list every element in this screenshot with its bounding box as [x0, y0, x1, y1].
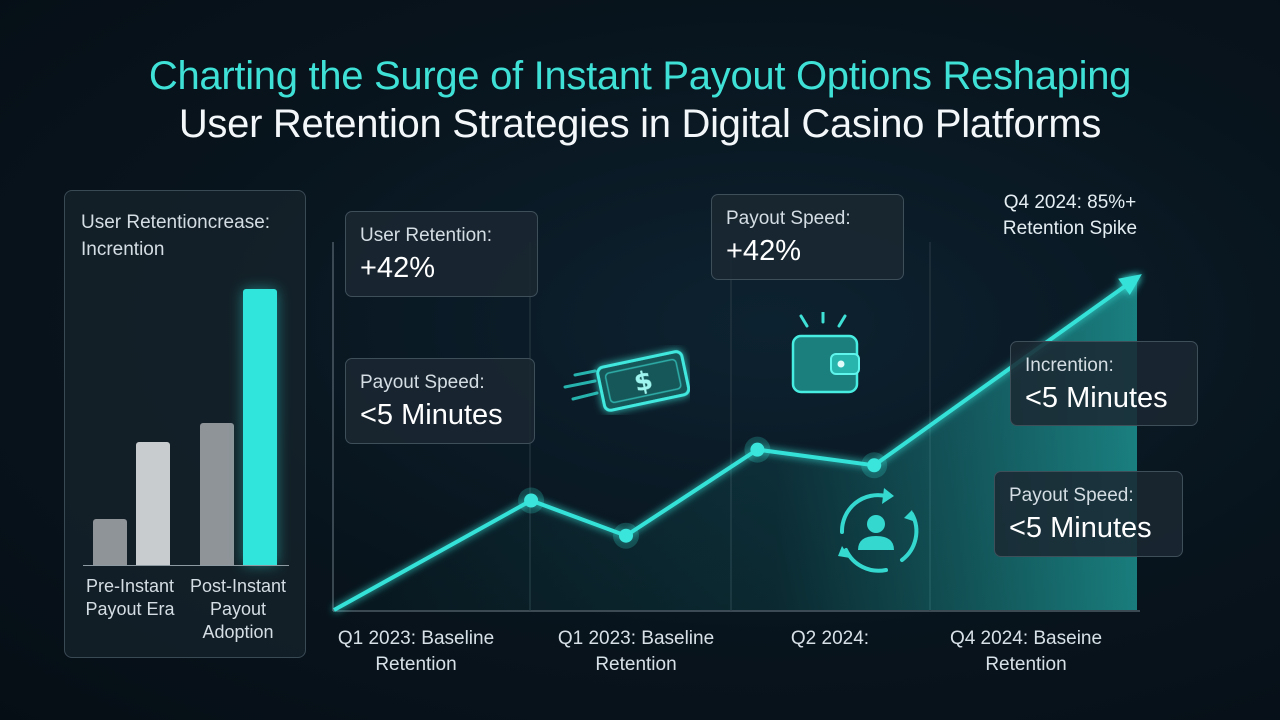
data-point-3 — [750, 442, 765, 457]
callout-payout-speed-1: Payout Speed: <5 Minutes — [345, 358, 535, 444]
bar-2-1 — [200, 423, 234, 565]
category-label-pre: Pre-Instant Payout Era — [85, 576, 175, 619]
title-line-2: User Retention Strategies in Digital Cas… — [178, 102, 1102, 146]
user-cycle-icon — [838, 488, 919, 573]
callout-label: Incrention: — [1025, 355, 1114, 376]
x-tick-label-1: Q1 2023: Baseline Retention — [337, 628, 495, 675]
title-line-1: Charting the Surge of Instant Payout Opt… — [148, 54, 1132, 98]
x-tick-label-2: Q1 2023: Baseline Retention — [557, 628, 715, 675]
bar-chart-panel: User Retentioncrease: Incrention Pre-Ins… — [64, 190, 306, 658]
trend-arrow-head — [1118, 274, 1142, 295]
callout-value: <5 Minutes — [1009, 512, 1152, 544]
area-fill — [334, 277, 1137, 610]
bar-1-2 — [136, 442, 170, 565]
callout-value: +42% — [726, 235, 801, 267]
callout-value: <5 Minutes — [1025, 382, 1168, 414]
retention-line-chart — [332, 242, 1142, 612]
wallet-icon — [791, 312, 860, 394]
x-tick-label-3: Q2 2024: — [790, 628, 870, 649]
callout-payout-speed-3: Payout Speed: <5 Minutes — [994, 471, 1183, 557]
series-line — [333, 275, 1139, 612]
bar-2-2 — [243, 289, 277, 565]
data-point-2 — [619, 528, 633, 543]
callout-value: +42% — [360, 252, 435, 284]
category-label-post: Post-Instant Payout Adoption — [189, 576, 287, 642]
money-icon: $ — [563, 350, 690, 412]
svg-text:$: $ — [631, 365, 655, 398]
x-tick-label-4: Q4 2024: Baseine Retention — [949, 628, 1103, 675]
data-point-4 — [867, 458, 882, 473]
bar-chart-baseline — [83, 565, 289, 566]
callout-payout-speed-2: Payout Speed: +42% — [711, 194, 904, 280]
data-point-1 — [524, 493, 539, 508]
spike-annotation: Q4 2024: 85%+ Retention Spike — [1002, 192, 1138, 239]
bar-chart-title: User Retentioncrease: Incrention — [81, 212, 271, 260]
callout-label: User Retention: — [360, 225, 493, 246]
callout-label: Payout Speed: — [726, 208, 851, 229]
callout-user-retention: User Retention: +42% — [345, 211, 538, 297]
callout-incrention: Incrention: <5 Minutes — [1010, 341, 1198, 426]
callout-value: <5 Minutes — [360, 399, 503, 431]
callout-label: Payout Speed: — [360, 372, 485, 393]
bar-1-1 — [93, 519, 127, 565]
callout-label: Payout Speed: — [1009, 485, 1134, 506]
